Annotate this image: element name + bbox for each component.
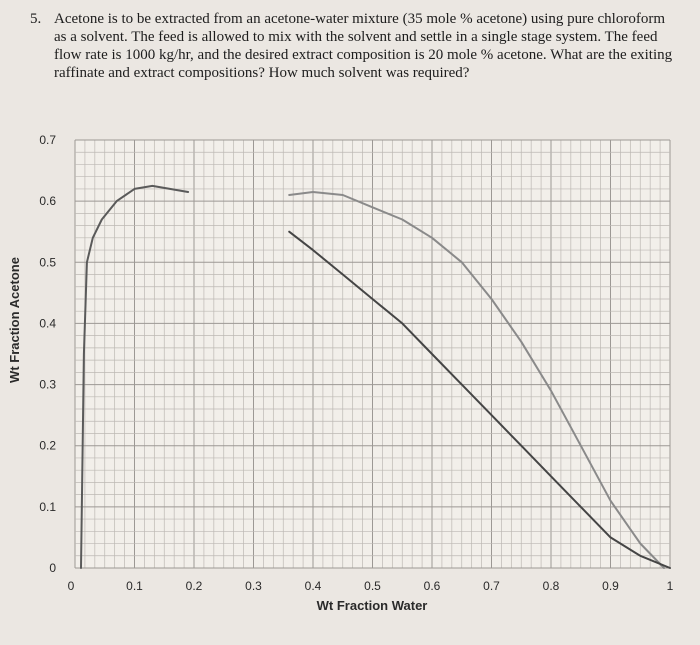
- axes: 0 0.1 0.2 0.3 0.4 0.5 0.6 0.7 0.8 0.9 1 0 0.1 0.2 0.3 0…: [39, 133, 673, 593]
- x-tick-label: 0.6: [424, 579, 441, 593]
- x-axis-label: Wt Fraction Water: [317, 598, 428, 613]
- y-axis-label: Wt Fraction Acetone: [7, 257, 22, 383]
- x-tick-label: 0.4: [305, 579, 322, 593]
- x-tick-label: 0.9: [602, 579, 619, 593]
- series-lines: [80, 184, 671, 569]
- problem-text: Acetone is to be extracted from an aceto…: [54, 11, 673, 81]
- x-tick-label: 0: [68, 579, 75, 593]
- labels: Wt Fraction Water Wt Fraction Acetone: [7, 257, 427, 613]
- grid: [74, 139, 671, 569]
- x-tick-label: 0.8: [543, 579, 560, 593]
- y-tick-label: 0.2: [39, 439, 56, 453]
- x-tick-label: 0.5: [364, 579, 381, 593]
- x-tick-label: 0.3: [245, 579, 262, 593]
- x-tick-label: 0.1: [126, 579, 143, 593]
- y-tick-label: 0.1: [39, 500, 56, 514]
- series-line-1: [80, 184, 190, 569]
- y-tick-label: 0.7: [39, 133, 56, 147]
- y-tick-label: 0.3: [39, 378, 56, 392]
- x-tick-label: 1: [667, 579, 674, 593]
- y-tick-label: 0.5: [39, 255, 56, 269]
- y-tick-label: 0.6: [39, 194, 56, 208]
- y-tick-label: 0.4: [39, 316, 56, 330]
- series-line-3: [288, 230, 671, 569]
- series-line-2: [288, 191, 665, 569]
- problem-number: 5.: [30, 11, 42, 27]
- y-tick-label: 0: [49, 561, 56, 575]
- x-tick-label: 0.2: [186, 579, 203, 593]
- x-tick-label: 0.7: [483, 579, 500, 593]
